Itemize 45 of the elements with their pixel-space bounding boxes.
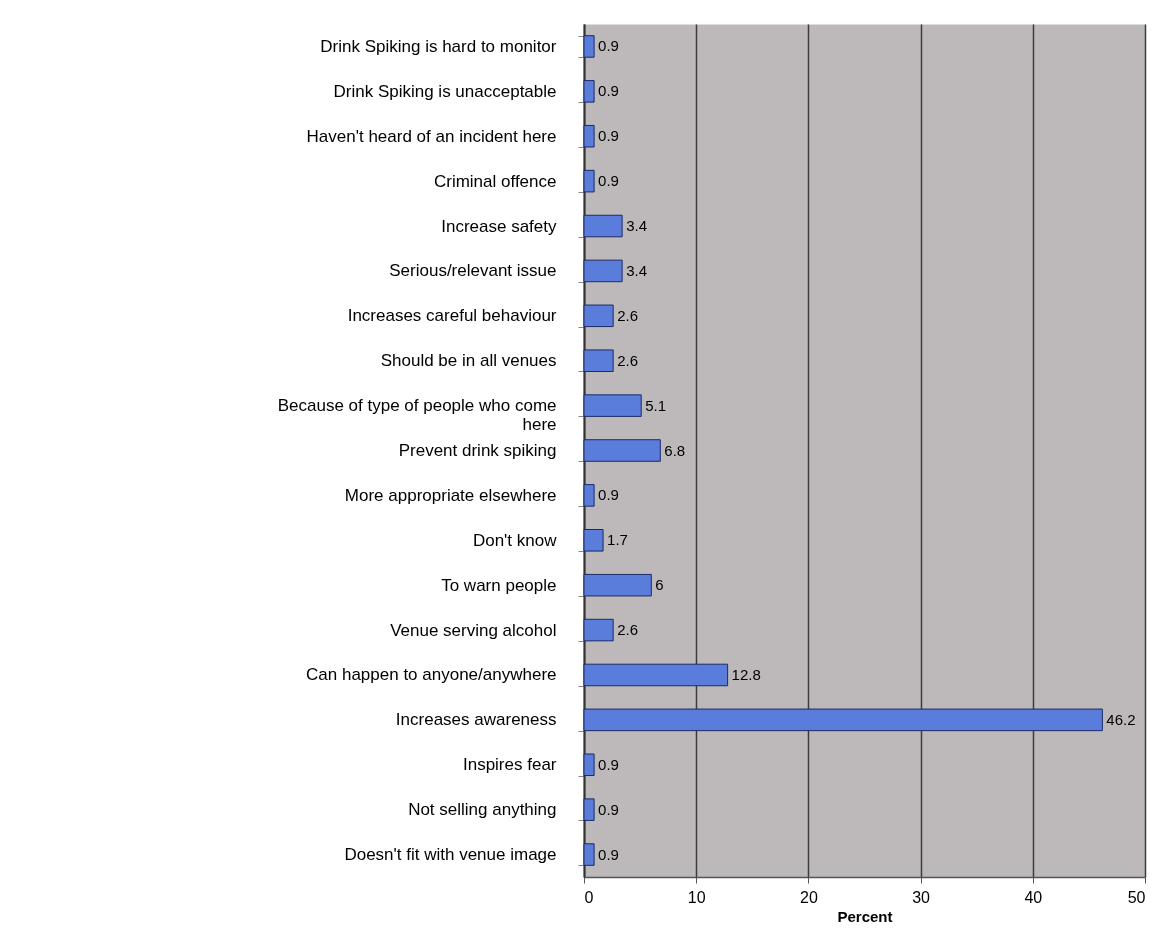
data-label: 5.1 xyxy=(645,396,667,414)
x-tick-label: 20 xyxy=(800,888,818,906)
data-label: 46.2 xyxy=(1106,710,1136,728)
data-label: 0.9 xyxy=(598,486,619,504)
data-label: 2.6 xyxy=(617,306,639,324)
y-tick-label: Because of type of people who come here xyxy=(277,396,557,435)
y-tick-label: Increases careful behaviour xyxy=(347,306,557,326)
x-tick-label: 30 xyxy=(912,888,931,906)
y-tick-label: Can happen to anyone/anywhere xyxy=(306,665,557,685)
y-tick-label: Haven't heard of an incident here xyxy=(306,126,557,146)
data-label: 0.9 xyxy=(598,800,619,818)
data-label: 0.9 xyxy=(598,37,619,55)
data-label: 6.8 xyxy=(664,441,686,459)
y-tick-label: Drink Spiking is unacceptable xyxy=(333,81,557,101)
x-tick-label: 50 xyxy=(1127,888,1146,906)
data-label: 6 xyxy=(655,576,664,594)
data-label: 2.6 xyxy=(617,621,639,639)
y-tick-label: Doesn't fit with venue image xyxy=(344,845,557,865)
y-tick-label: More appropriate elsewhere xyxy=(344,485,557,505)
y-tick-label: Not selling anything xyxy=(408,800,557,820)
data-label: 3.4 xyxy=(626,261,648,279)
data-label: 3.4 xyxy=(626,217,648,235)
y-tick-label: Should be in all venues xyxy=(380,351,557,371)
data-label: 0.9 xyxy=(598,845,619,863)
y-tick-label: Serious/relevant issue xyxy=(389,261,557,281)
x-tick-label: 10 xyxy=(687,888,706,906)
y-tick-label: Increase safety xyxy=(441,216,557,236)
data-label: 0.9 xyxy=(598,82,619,100)
y-tick-label: Increases awareness xyxy=(395,710,557,730)
data-label: 2.6 xyxy=(617,351,639,369)
y-tick-label: Drink Spiking is hard to monitor xyxy=(320,36,557,56)
y-tick-label: Criminal offence xyxy=(433,171,557,191)
data-label: 1.7 xyxy=(607,531,628,549)
x-tick-label: 0 xyxy=(584,888,594,906)
x-axis-title: Percent xyxy=(837,907,893,925)
data-label: 0.9 xyxy=(598,172,619,190)
y-tick-label: To warn people xyxy=(441,575,557,595)
y-tick-label: Don't know xyxy=(472,530,558,550)
data-label: 12.8 xyxy=(731,665,761,683)
y-tick-label: Prevent drink spiking xyxy=(398,441,557,460)
data-label: 0.9 xyxy=(598,127,619,145)
data-label: 0.9 xyxy=(598,755,619,773)
x-tick-label: 40 xyxy=(1024,888,1043,906)
y-tick-label: Venue serving alcohol xyxy=(390,620,557,640)
y-tick-label: Inspires fear xyxy=(462,755,557,775)
